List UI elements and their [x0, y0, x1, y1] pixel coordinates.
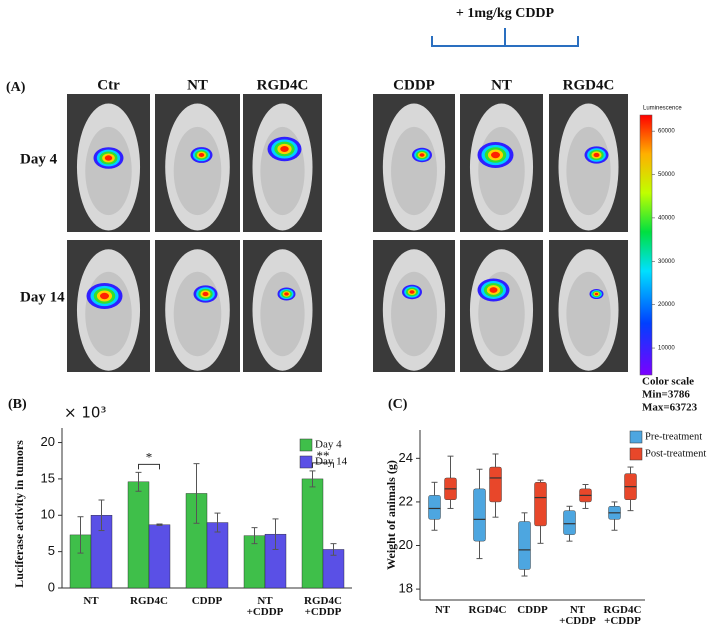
column-label: CDDP: [393, 77, 435, 93]
colorbar-title: Luminescence: [643, 106, 682, 112]
significance-bracket: [312, 462, 334, 468]
luminescence-signal: [491, 151, 500, 159]
y-tick-label: 10: [41, 507, 55, 522]
row-label: Day 4: [20, 151, 58, 167]
colorbar-min-label: Min=3786: [642, 389, 690, 401]
legend-label: Day 4: [315, 439, 342, 451]
mouse-shade: [566, 271, 611, 357]
significance-label: *: [146, 449, 153, 464]
luminescence-signal: [489, 287, 498, 293]
box: [534, 482, 547, 527]
y-tick-label: 20: [399, 537, 413, 552]
box: [518, 521, 531, 570]
x-tick-label: RGD4C: [130, 595, 168, 607]
mouse-shade: [391, 271, 437, 357]
mouse-shade: [391, 126, 437, 216]
column-label: NT: [187, 77, 208, 93]
y-axis-label: Weight of animals (g): [384, 460, 398, 570]
mouse-shade: [173, 126, 222, 216]
colorbar-tick-label: 60000: [658, 129, 675, 135]
luminescence-signal: [284, 292, 289, 296]
legend-swatch: [629, 447, 643, 461]
x-tick-label: NT +CDDP: [246, 595, 284, 618]
y-axis-label: Luciferase activity in tumors: [12, 440, 26, 588]
mouse-shade: [478, 126, 525, 216]
y-tick-label: 0: [48, 579, 55, 594]
x-tick-label: RGD4C: [468, 604, 507, 616]
legend-label: Day 14: [315, 456, 348, 468]
bar: [127, 481, 150, 589]
box: [473, 488, 486, 542]
x-tick-label: RGD4C +CDDP: [304, 595, 342, 618]
x-tick-label: NT +CDDP: [559, 604, 596, 627]
colorbar-tick-label: 50000: [658, 172, 675, 178]
colorbar-tick-label: 30000: [658, 259, 675, 265]
y-tick-label: 5: [48, 543, 55, 558]
colorbar-tick-label: 40000: [658, 215, 675, 221]
luminescence-signal: [100, 292, 109, 300]
luminescence-signal: [202, 291, 209, 297]
luminescence-signal: [198, 153, 205, 157]
column-label: NT: [491, 77, 512, 93]
y-tick-label: 24: [399, 450, 413, 465]
column-label: RGD4C: [257, 77, 309, 93]
luminescence-signal: [593, 152, 600, 158]
legend-label: Post-treatment: [645, 448, 706, 459]
mouse-shade: [260, 271, 305, 357]
x-tick-label: NT: [434, 604, 451, 616]
colorbar-tick-label: 20000: [658, 302, 675, 308]
luminescence-signal: [594, 292, 599, 296]
column-label: RGD4C: [563, 77, 615, 93]
box: [563, 510, 576, 535]
box: [428, 495, 441, 520]
x-tick-label: RGD4C +CDDP: [603, 604, 642, 627]
y-tick-label: 18: [399, 581, 413, 596]
y-tick-label: 15: [41, 470, 55, 485]
column-label: Ctr: [97, 77, 120, 93]
luminescence-signal: [280, 145, 289, 153]
y-tick-label: 20: [41, 434, 55, 449]
mouse-shade: [566, 126, 611, 216]
x-tick-label: CDDP: [517, 604, 548, 616]
panel-label: (A): [6, 80, 26, 95]
colorbar: [639, 114, 653, 376]
legend-swatch: [629, 430, 643, 444]
bar: [148, 524, 171, 589]
legend-label: Pre-treatment: [645, 431, 702, 442]
treatment-header: + 1mg/kg CDDP: [456, 6, 555, 21]
colorbar-caption: Color scale: [642, 376, 694, 388]
row-label: Day 14: [20, 289, 65, 305]
mouse-shade: [85, 126, 132, 216]
legend-swatch: [299, 438, 313, 452]
y-tick-label: 22: [399, 493, 413, 508]
x-tick-label: CDDP: [191, 595, 223, 607]
panel-label: (C): [388, 397, 408, 412]
luminescence-signal: [419, 153, 425, 157]
colorbar-tick-label: 10000: [658, 346, 675, 352]
luminescence-signal: [104, 155, 113, 161]
luminescence-signal: [409, 290, 415, 294]
box: [489, 466, 502, 503]
x-tick-label: NT: [83, 595, 99, 607]
mouse-shade: [173, 271, 222, 357]
bracket: [431, 28, 579, 47]
multiplier: × 10³: [64, 404, 106, 422]
legend-swatch: [299, 455, 313, 469]
significance-bracket: [138, 463, 160, 470]
panel-label: (B): [8, 397, 27, 412]
colorbar-max-label: Max=63723: [642, 402, 698, 414]
bar: [301, 478, 324, 589]
significance-label: **: [317, 448, 330, 463]
